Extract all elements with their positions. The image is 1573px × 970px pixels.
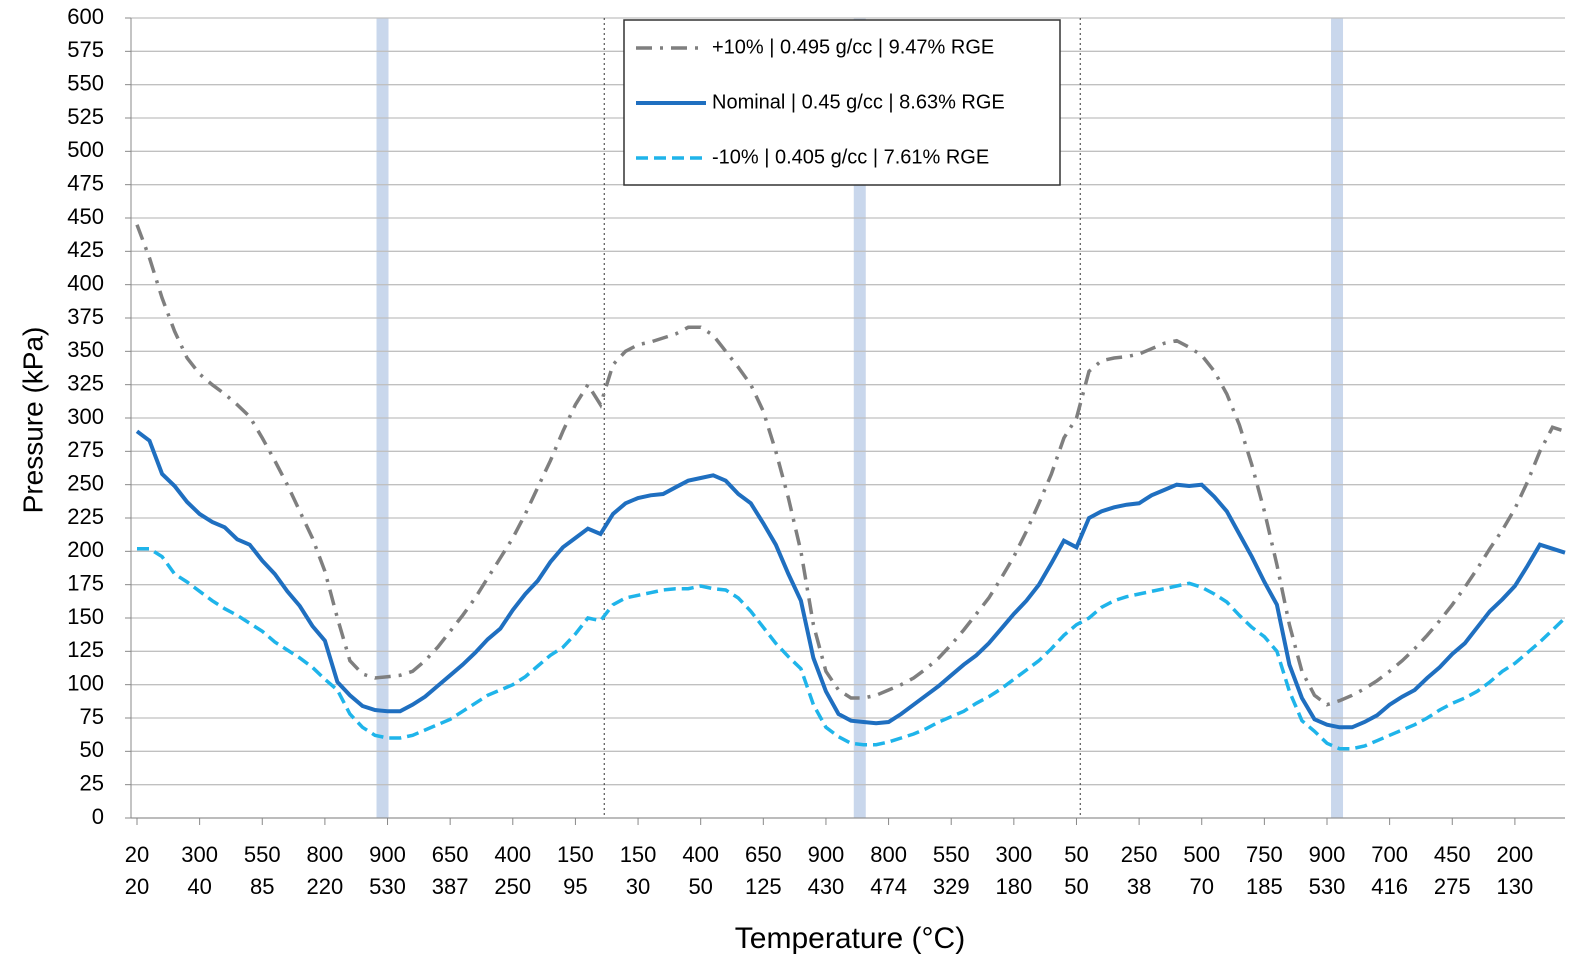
x-tick-label: 450 xyxy=(1434,842,1471,867)
x-tick-label: 250 xyxy=(1121,842,1158,867)
y-tick-label: 175 xyxy=(67,570,104,595)
x-tick-label: 400 xyxy=(682,842,719,867)
x-tick-label: 530 xyxy=(369,874,406,899)
y-tick-label: 275 xyxy=(67,437,104,462)
x-tick-label: 40 xyxy=(187,874,211,899)
x-tick-label: 416 xyxy=(1371,874,1408,899)
y-tick-label: 475 xyxy=(67,170,104,195)
x-tick-label: 50 xyxy=(1064,874,1088,899)
x-tick-label: 38 xyxy=(1127,874,1151,899)
x-tick-label: 185 xyxy=(1246,874,1283,899)
x-tick-label: 530 xyxy=(1309,874,1346,899)
y-tick-label: 25 xyxy=(80,770,104,795)
legend-label: -10% | 0.405 g/cc | 7.61% RGE xyxy=(712,146,989,168)
y-tick-label: 375 xyxy=(67,304,104,329)
y-tick-label: 225 xyxy=(67,504,104,529)
x-axis-title: Temperature (°C) xyxy=(735,922,965,955)
x-tick-label: 20 xyxy=(125,874,149,899)
x-tick-label: 650 xyxy=(745,842,782,867)
x-tick-label: 300 xyxy=(995,842,1032,867)
x-tick-label: 30 xyxy=(626,874,650,899)
x-tick-label: 750 xyxy=(1246,842,1283,867)
x-tick-label: 329 xyxy=(933,874,970,899)
x-tick-label: 650 xyxy=(432,842,469,867)
x-tick-label: 50 xyxy=(1064,842,1088,867)
y-tick-label: 150 xyxy=(67,604,104,629)
x-tick-label: 300 xyxy=(181,842,218,867)
y-tick-label: 0 xyxy=(92,804,104,829)
x-tick-label: 550 xyxy=(933,842,970,867)
y-tick-label: 75 xyxy=(80,704,104,729)
series-line xyxy=(135,429,1566,730)
x-tick-label: 85 xyxy=(250,874,274,899)
y-tick-label: 575 xyxy=(67,37,104,62)
x-tick-label: 180 xyxy=(995,874,1032,899)
x-tick-label: 900 xyxy=(1309,842,1346,867)
x-tick-label: 387 xyxy=(432,874,469,899)
x-tick-label: 700 xyxy=(1371,842,1408,867)
y-tick-label: 500 xyxy=(67,137,104,162)
y-tick-label: 200 xyxy=(67,537,104,562)
y-tick-label: 125 xyxy=(67,637,104,662)
x-tick-label: 430 xyxy=(808,874,845,899)
y-tick-label: 425 xyxy=(67,237,104,262)
y-tick-label: 250 xyxy=(67,470,104,495)
y-tick-label: 50 xyxy=(80,737,104,762)
y-tick-label: 450 xyxy=(67,204,104,229)
x-tick-label: 800 xyxy=(870,842,907,867)
y-axis-title: Pressure (kPa) xyxy=(17,327,48,514)
x-tick-label: 250 xyxy=(494,874,531,899)
y-tick-label: 400 xyxy=(67,270,104,295)
legend-label: +10% | 0.495 g/cc | 9.47% RGE xyxy=(712,36,994,58)
x-tick-label: 900 xyxy=(369,842,406,867)
legend-label: Nominal | 0.45 g/cc | 8.63% RGE xyxy=(712,91,1005,113)
series-line xyxy=(135,224,1566,707)
x-tick-label: 125 xyxy=(745,874,782,899)
x-tick-label: 500 xyxy=(1183,842,1220,867)
y-tick-label: 350 xyxy=(67,337,104,362)
y-tick-label: 600 xyxy=(67,4,104,29)
x-tick-label: 900 xyxy=(808,842,845,867)
series-line xyxy=(137,546,1567,751)
x-tick-label: 400 xyxy=(494,842,531,867)
x-tick-label: 150 xyxy=(557,842,594,867)
x-tick-label: 275 xyxy=(1434,874,1471,899)
x-tick-label: 550 xyxy=(244,842,281,867)
x-tick-label: 800 xyxy=(307,842,344,867)
legend: +10% | 0.495 g/cc | 9.47% RGE Nominal | 0… xyxy=(623,19,1061,186)
x-tick-label: 200 xyxy=(1497,842,1534,867)
x-tick-label: 150 xyxy=(620,842,657,867)
x-tick-label: 130 xyxy=(1497,874,1534,899)
x-tick-label: 95 xyxy=(563,874,587,899)
y-tick-label: 550 xyxy=(67,70,104,95)
x-tick-label: 50 xyxy=(688,874,712,899)
x-tick-label: 220 xyxy=(307,874,344,899)
y-tick-label: 100 xyxy=(67,670,104,695)
x-tick-label: 20 xyxy=(125,842,149,867)
y-tick-label: 300 xyxy=(67,404,104,429)
y-tick-label: 525 xyxy=(67,104,104,129)
y-tick-label: 325 xyxy=(67,370,104,395)
x-tick-label: 70 xyxy=(1189,874,1213,899)
x-tick-label: 474 xyxy=(870,874,907,899)
